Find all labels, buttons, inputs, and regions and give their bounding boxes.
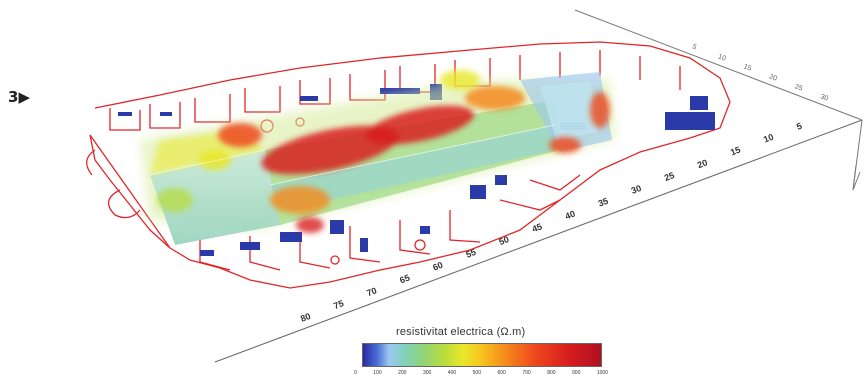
front-axis-tick-label: 55 [464,247,477,260]
floor-plan-walls [118,84,715,256]
right-axis-tick-label: 15 [742,63,752,72]
front-axis-tick-label: 40 [564,209,577,222]
right-axis-tick-label: 10 [717,53,727,62]
floor-plan-outline [86,41,731,289]
front-axis-tick-label: 30 [630,183,643,196]
legend-tick: 1000 [596,370,608,376]
right-axis-tick-label: 30 [819,93,829,102]
legend-tick: 300 [422,370,432,376]
front-axis-tick-label: 35 [597,196,610,209]
legend-ticks: 0 100 200 300 400 500 600 700 800 900 10… [354,370,608,376]
figure-number-label: 3▶ [8,88,30,106]
front-axis-tick-label: 80 [299,311,312,324]
legend-color-bar [362,343,602,367]
front-axis-tick-label: 75 [332,298,345,311]
right-axis-ticks: 5 10 15 20 25 30 [691,43,829,102]
legend-tick: 800 [547,370,556,376]
front-axis-tick-label: 65 [398,273,411,286]
axis-frame [214,9,863,363]
front-axis-tick-label: 60 [431,260,444,273]
legend-title: resistivitat electrica (Ω.m) [396,326,526,338]
front-axis-tick-label: 25 [663,170,676,183]
right-axis-tick-label: 20 [768,73,778,82]
right-axis-tick-label: 5 [691,43,697,51]
front-axis-tick-label: 10 [762,132,775,145]
front-axis-tick-label: 70 [365,285,378,298]
legend-tick: 400 [447,370,457,376]
resistivity-volume [140,70,615,245]
legend-tick: 0 [354,370,357,376]
front-axis-tick-label: 5 [795,121,803,132]
legend-tick: 900 [572,370,581,376]
legend-tick: 700 [522,370,531,376]
front-axis-tick-label: 45 [531,221,544,234]
legend-tick: 500 [472,370,481,376]
right-axis-tick-label: 25 [794,83,804,92]
front-axis-tick-label: 20 [696,157,709,170]
legend-tick: 600 [497,370,506,376]
legend-tick: 200 [398,370,407,376]
front-axis-tick-label: 15 [729,145,742,158]
legend-tick: 100 [373,370,382,376]
